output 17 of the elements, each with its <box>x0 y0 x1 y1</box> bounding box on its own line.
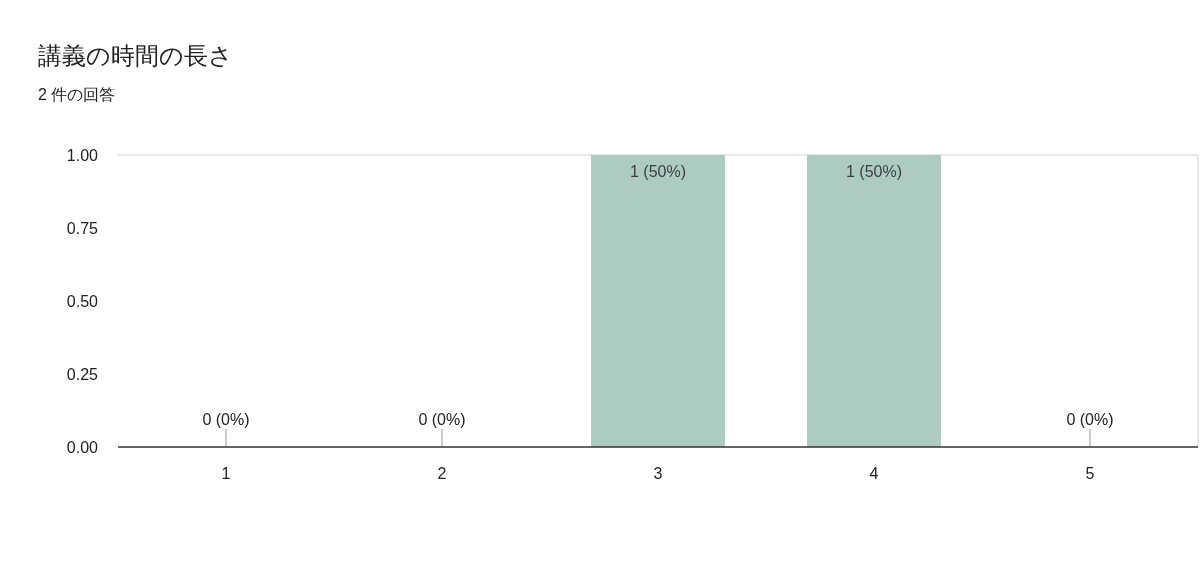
x-tick-label: 4 <box>869 465 879 482</box>
x-tick-label: 1 <box>221 465 231 482</box>
x-tick-label: 3 <box>653 465 663 482</box>
y-tick-label: 0.75 <box>66 220 99 237</box>
x-tick-label: 5 <box>1085 465 1095 482</box>
x-tick-label: 2 <box>437 465 447 482</box>
data-label: 1 (50%) <box>845 163 903 180</box>
subtitle: 2 件の回答 <box>38 86 116 103</box>
y-tick-label: 0.25 <box>66 366 99 383</box>
data-label: 0 (0%) <box>418 411 466 428</box>
data-label: 0 (0%) <box>202 411 250 428</box>
y-tick-label: 1.00 <box>66 147 99 164</box>
data-label: 0 (0%) <box>1066 411 1114 428</box>
y-tick-label: 0.00 <box>66 439 99 456</box>
title: 講義の時間の長さ <box>38 42 233 69</box>
y-tick-label: 0.50 <box>66 293 99 310</box>
data-label: 1 (50%) <box>629 163 687 180</box>
